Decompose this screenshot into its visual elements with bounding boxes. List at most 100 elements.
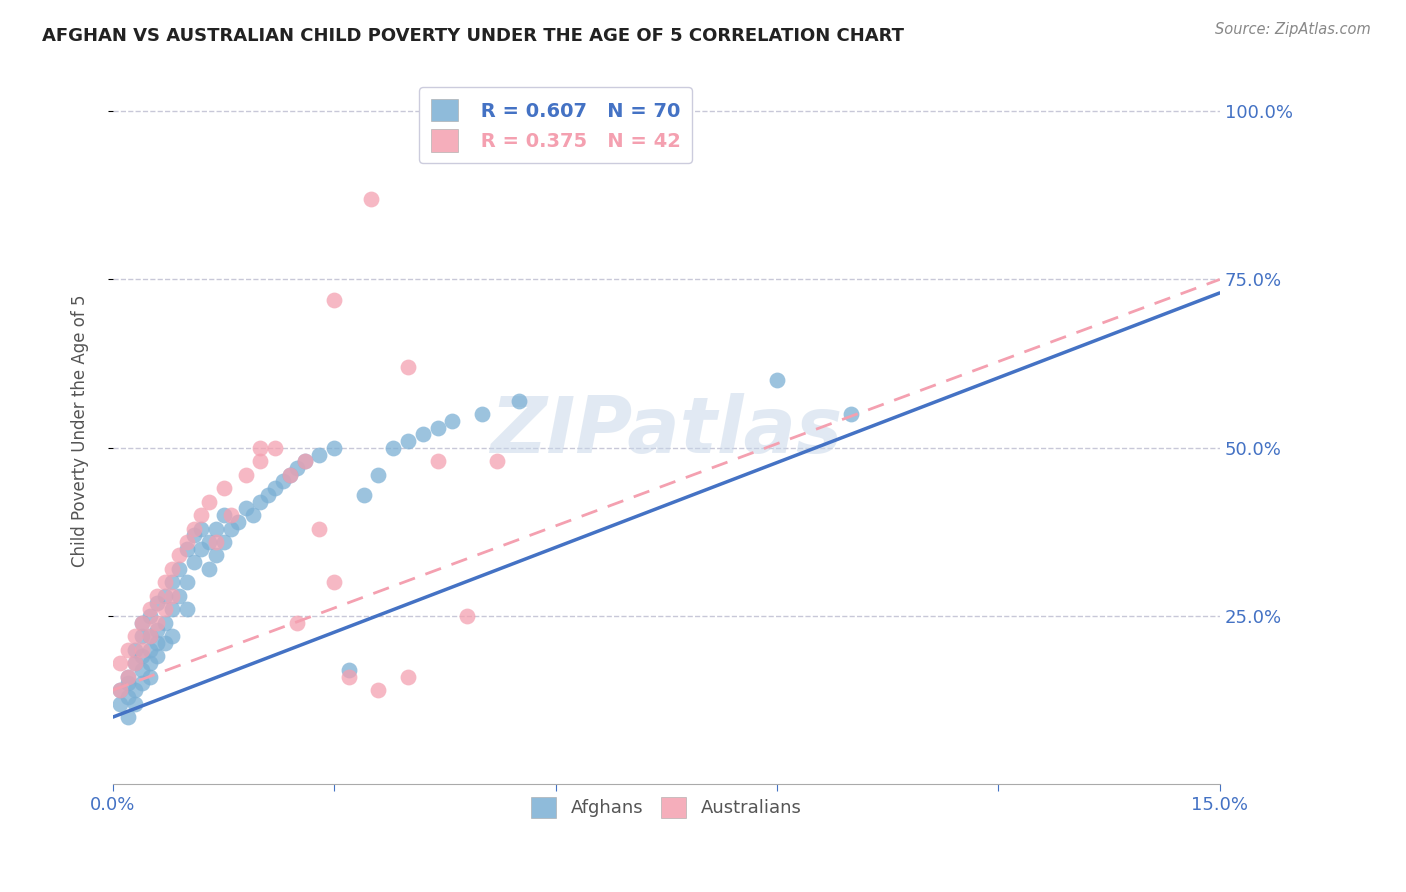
Point — [160, 589, 183, 603]
Point — [139, 629, 162, 643]
Point — [249, 494, 271, 508]
Point — [249, 441, 271, 455]
Point — [456, 609, 478, 624]
Point — [160, 629, 183, 643]
Point — [471, 407, 494, 421]
Point — [396, 670, 419, 684]
Point — [219, 522, 242, 536]
Point — [124, 683, 146, 698]
Point — [205, 549, 228, 563]
Point — [205, 535, 228, 549]
Point — [146, 623, 169, 637]
Point — [278, 467, 301, 482]
Point — [153, 575, 176, 590]
Point — [117, 642, 139, 657]
Point — [485, 454, 508, 468]
Point — [139, 657, 162, 671]
Point — [264, 441, 287, 455]
Text: ZIPatlas: ZIPatlas — [491, 393, 842, 469]
Point — [153, 615, 176, 630]
Point — [110, 657, 132, 671]
Point — [139, 602, 162, 616]
Point — [110, 683, 132, 698]
Point — [160, 575, 183, 590]
Point — [124, 629, 146, 643]
Point — [212, 481, 235, 495]
Point — [197, 535, 219, 549]
Point — [219, 508, 242, 522]
Point — [396, 434, 419, 448]
Point — [197, 562, 219, 576]
Point — [508, 393, 530, 408]
Point — [183, 522, 205, 536]
Point — [139, 670, 162, 684]
Legend: Afghans, Australians: Afghans, Australians — [523, 789, 808, 825]
Point — [278, 467, 301, 482]
Point — [294, 454, 316, 468]
Point — [323, 293, 346, 307]
Point — [124, 657, 146, 671]
Point — [146, 649, 169, 664]
Point — [285, 461, 308, 475]
Point — [139, 609, 162, 624]
Point — [176, 575, 198, 590]
Point — [353, 488, 375, 502]
Point — [160, 602, 183, 616]
Point — [176, 602, 198, 616]
Point — [183, 555, 205, 569]
Y-axis label: Child Poverty Under the Age of 5: Child Poverty Under the Age of 5 — [72, 294, 89, 567]
Point — [176, 535, 198, 549]
Point — [766, 373, 789, 387]
Point — [117, 690, 139, 704]
Point — [176, 541, 198, 556]
Point — [226, 515, 249, 529]
Point — [242, 508, 264, 522]
Point — [323, 441, 346, 455]
Point — [183, 528, 205, 542]
Point — [117, 670, 139, 684]
Point — [131, 642, 153, 657]
Point — [839, 407, 862, 421]
Point — [323, 575, 346, 590]
Point — [441, 414, 464, 428]
Point — [426, 454, 449, 468]
Point — [264, 481, 287, 495]
Text: AFGHAN VS AUSTRALIAN CHILD POVERTY UNDER THE AGE OF 5 CORRELATION CHART: AFGHAN VS AUSTRALIAN CHILD POVERTY UNDER… — [42, 27, 904, 45]
Point — [146, 589, 169, 603]
Point — [167, 589, 190, 603]
Point — [308, 448, 330, 462]
Point — [117, 676, 139, 690]
Point — [212, 535, 235, 549]
Point — [131, 649, 153, 664]
Point — [131, 629, 153, 643]
Point — [212, 508, 235, 522]
Point — [294, 454, 316, 468]
Point — [167, 549, 190, 563]
Point — [190, 541, 212, 556]
Point — [285, 615, 308, 630]
Point — [382, 441, 405, 455]
Point — [412, 427, 434, 442]
Point — [396, 359, 419, 374]
Point — [110, 683, 132, 698]
Point — [337, 663, 360, 677]
Point — [124, 642, 146, 657]
Point — [271, 475, 294, 489]
Text: Source: ZipAtlas.com: Source: ZipAtlas.com — [1215, 22, 1371, 37]
Point — [146, 636, 169, 650]
Point — [360, 192, 382, 206]
Point — [131, 615, 153, 630]
Point — [367, 467, 389, 482]
Point — [131, 615, 153, 630]
Point — [167, 562, 190, 576]
Point — [190, 508, 212, 522]
Point — [131, 663, 153, 677]
Point — [337, 670, 360, 684]
Point — [197, 494, 219, 508]
Point — [249, 454, 271, 468]
Point — [146, 596, 169, 610]
Point — [117, 710, 139, 724]
Point — [153, 602, 176, 616]
Point — [190, 522, 212, 536]
Point — [131, 676, 153, 690]
